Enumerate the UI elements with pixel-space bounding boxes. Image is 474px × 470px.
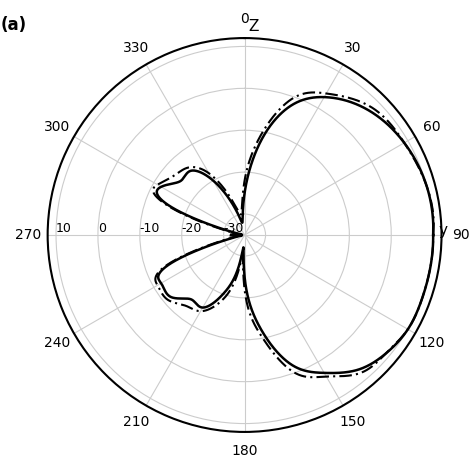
Measured	[176, 296, 182, 301]
Simulated	[238, 212, 244, 217]
Line: Measured: Measured	[157, 97, 433, 373]
Simulated	[236, 231, 241, 237]
Text: y: y	[438, 223, 447, 238]
Measured	[266, 125, 272, 130]
Measured	[430, 232, 436, 238]
Simulated	[430, 232, 436, 238]
Line: Simulated: Simulated	[153, 93, 434, 377]
Measured	[165, 292, 171, 298]
Simulated	[162, 294, 167, 300]
Simulated	[430, 232, 436, 238]
Measured	[239, 220, 245, 226]
Simulated	[268, 117, 273, 123]
Simulated	[397, 337, 402, 343]
Text: (a): (a)	[0, 16, 27, 34]
Simulated	[430, 233, 436, 238]
Measured	[429, 208, 435, 214]
Simulated	[430, 210, 436, 215]
Simulated	[172, 300, 178, 306]
Measured	[430, 232, 436, 238]
Measured	[239, 232, 245, 237]
Measured	[397, 337, 403, 343]
Text: Z: Z	[249, 19, 259, 34]
Measured	[430, 233, 436, 238]
